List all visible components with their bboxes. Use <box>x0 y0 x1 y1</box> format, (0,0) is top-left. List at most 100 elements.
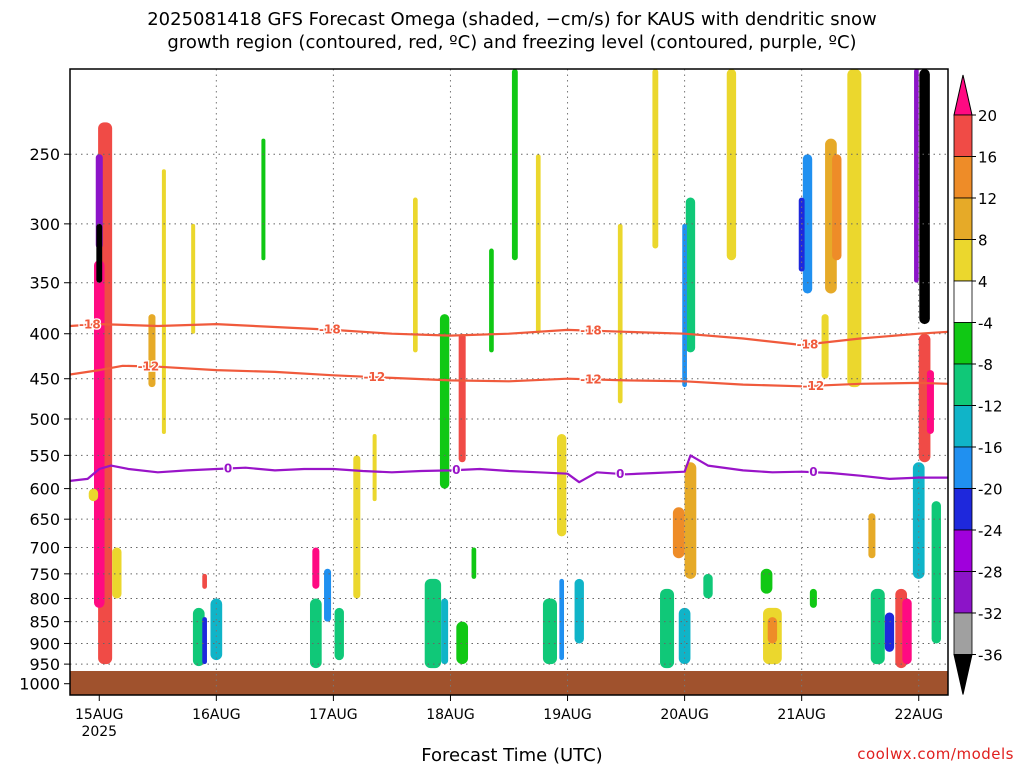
omega-shade-cell <box>148 314 156 388</box>
omega-shade-cell <box>88 488 99 502</box>
contour-line <box>70 454 948 484</box>
colorbar-tick-label: 4 <box>978 273 988 291</box>
omega-shade-cell <box>309 598 322 669</box>
plot-frame <box>69 68 949 696</box>
contour-label: -18 <box>797 337 819 351</box>
omega-shade-cell <box>295 501 301 559</box>
colorbar-tick-label: -8 <box>978 356 993 374</box>
colorbar-tick-label: 8 <box>978 232 988 250</box>
contour-label: 0 <box>809 465 817 479</box>
y-tick-label: 250 <box>29 145 60 164</box>
omega-shade-cell <box>210 598 223 661</box>
omega-shade-cell <box>832 154 842 261</box>
omega-shade-cell <box>334 607 344 661</box>
colorbar-tick-label: -28 <box>978 564 1003 582</box>
x-tick-label: 16AUG <box>192 707 241 723</box>
colorbar-bin <box>953 446 973 489</box>
colorbar-bin <box>953 322 973 365</box>
omega-shade-cell <box>471 547 477 579</box>
contour-label: -18 <box>319 323 341 337</box>
omega-shade-cell <box>489 248 494 353</box>
y-tick-label: 350 <box>29 274 60 293</box>
contour-label: 0 <box>616 467 624 481</box>
omega-shade-cell <box>726 69 737 261</box>
contour-label: -12 <box>580 372 602 386</box>
y-tick-label: 500 <box>29 410 60 429</box>
omega-shade-cell <box>684 462 697 579</box>
contour-line <box>70 323 948 347</box>
omega-shade-cell <box>617 223 623 404</box>
x-tick-year-label: 2025 <box>81 724 117 740</box>
omega-shade-cell <box>672 507 685 559</box>
y-tick-label: 400 <box>29 325 60 344</box>
omega-shade-cell <box>685 197 696 353</box>
omega-shade-cell <box>931 501 941 644</box>
omega-shade-cell <box>324 568 332 622</box>
colorbar-bin <box>953 363 973 406</box>
omega-shade-cell <box>458 333 466 463</box>
colorbar-bin <box>953 156 973 199</box>
colorbar-bin <box>953 239 973 282</box>
contour-label: -12 <box>803 379 825 393</box>
omega-shade-cell <box>542 598 557 665</box>
omega-shade-cell <box>236 455 244 548</box>
omega-shade-cell <box>312 547 320 589</box>
omega-shade-cell <box>192 607 205 667</box>
colorbar-tick-label: -16 <box>978 439 1003 457</box>
contour-label: 0 <box>452 463 460 477</box>
colorbar-bin <box>953 529 973 572</box>
colorbar-bottom-arrow <box>953 654 973 695</box>
x-tick-label: 18AUG <box>426 707 475 723</box>
contour-label: -12 <box>138 359 160 373</box>
omega-shade-cell <box>441 598 449 665</box>
y-tick-label: 850 <box>29 613 60 632</box>
omega-shade-cell <box>682 223 687 388</box>
colorbar-tick-label: -4 <box>978 315 993 333</box>
omega-shade-cell <box>914 69 919 283</box>
colorbar-bin <box>953 197 973 240</box>
x-tick-label: 15AUG <box>75 707 124 723</box>
credit-link[interactable]: coolwx.com/models <box>857 745 1014 763</box>
contour-label: -12 <box>364 370 386 384</box>
colorbar-tick-label: -12 <box>978 398 1003 416</box>
omega-shade-cell <box>902 598 912 665</box>
omega-shade-cell <box>652 69 659 249</box>
contour-label: -18 <box>79 318 101 332</box>
x-tick-label: 20AUG <box>660 707 709 723</box>
omega-shade-cell <box>919 69 930 325</box>
colorbar-tick-label: 20 <box>978 107 997 125</box>
omega-shade-cell <box>559 578 565 661</box>
y-tick-label: 550 <box>29 446 60 465</box>
omega-shade-cell <box>96 223 103 283</box>
colorbar-bin <box>953 114 973 157</box>
contour-line <box>70 364 948 388</box>
omega-shade-cell <box>870 588 885 665</box>
y-tick-label: 650 <box>29 510 60 529</box>
omega-shade-cell <box>161 169 166 434</box>
omega-shade-cell <box>926 370 934 434</box>
x-tick-label: 22AUG <box>894 707 943 723</box>
below-ground-fill <box>70 671 948 695</box>
omega-shade-cell <box>884 612 895 652</box>
y-tick-label: 600 <box>29 480 60 499</box>
omega-shade-cell <box>261 138 266 261</box>
omega-shade-cell <box>511 69 518 261</box>
x-tick-label: 21AUG <box>777 707 826 723</box>
omega-shade-cell <box>424 578 442 669</box>
colorbar-tick-label: -20 <box>978 481 1003 499</box>
y-tick-label: 1000 <box>19 675 60 694</box>
omega-shade-cell <box>112 547 122 599</box>
omega-shade-cell <box>353 455 361 599</box>
y-tick-label: 950 <box>29 655 60 674</box>
omega-shade-cell <box>868 513 876 559</box>
colorbar-bin <box>953 571 973 614</box>
contour-label: 0 <box>224 461 232 475</box>
chart-title-line1: 2025081418 GFS Forecast Omega (shaded, −… <box>147 9 877 30</box>
colorbar-top-arrow <box>953 74 973 116</box>
omega-shade-cell <box>535 154 541 334</box>
colorbar-tick-label: 12 <box>978 190 997 208</box>
omega-shade-cell <box>847 69 862 388</box>
omega-shade-cell <box>202 617 207 665</box>
omega-shade-cell <box>760 568 773 594</box>
omega-shade-cell <box>372 433 377 502</box>
